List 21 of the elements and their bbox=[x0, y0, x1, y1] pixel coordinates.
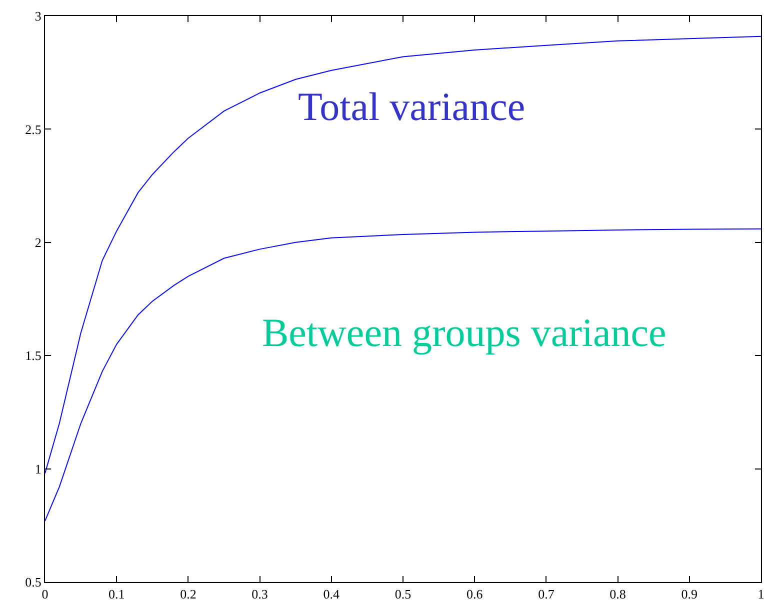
series-label: Total variance bbox=[298, 84, 526, 129]
x-tick-label: 0.1 bbox=[108, 586, 125, 602]
y-tick-label: 0.5 bbox=[25, 574, 42, 590]
x-tick-label: 0.8 bbox=[610, 586, 626, 602]
y-tick-label: 1.5 bbox=[25, 348, 42, 364]
x-tick-label: 0 bbox=[42, 586, 48, 602]
y-tick-label: 3 bbox=[34, 8, 42, 24]
x-tick-label: 0.4 bbox=[323, 586, 340, 602]
x-tick-label: 0.2 bbox=[180, 586, 196, 602]
x-tick-label: 0.5 bbox=[394, 586, 412, 602]
y-tick-label: 2.5 bbox=[25, 122, 42, 137]
x-tick-label: 0.9 bbox=[681, 586, 698, 602]
y-tick-label: 2 bbox=[34, 234, 42, 250]
line-series bbox=[45, 228, 761, 522]
series-label: Between groups variance bbox=[262, 310, 666, 355]
y-tick-label: 1 bbox=[34, 461, 42, 476]
x-tick-label: 0.7 bbox=[538, 586, 555, 602]
x-tick-label: 1 bbox=[758, 586, 764, 602]
x-tick-label: 0.6 bbox=[466, 586, 484, 602]
line-series bbox=[45, 36, 761, 474]
x-tick-label: 0.3 bbox=[252, 586, 268, 602]
